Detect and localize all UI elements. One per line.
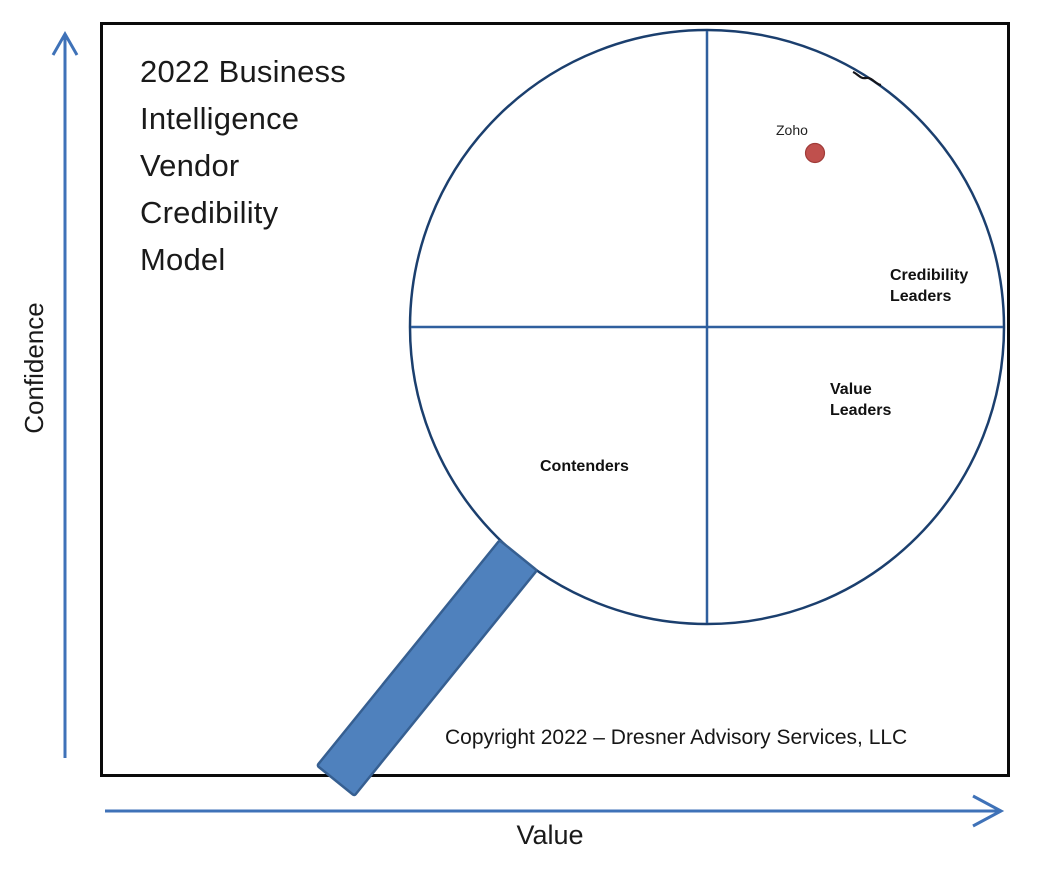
copyright-text: Copyright 2022 – Dresner Advisory Servic… <box>445 726 908 749</box>
vendor-label-zoho: Zoho <box>776 122 808 138</box>
y-axis-arrow <box>51 30 79 758</box>
x-axis-arrow <box>105 794 1005 828</box>
quadrant-label-contenders: Contenders <box>540 458 629 475</box>
plot-border <box>100 22 1010 777</box>
quadrant-label-value-leaders: Value Leaders <box>830 381 892 419</box>
clipped-vendor-marker <box>852 70 882 87</box>
quadrant-label-credibility-leaders: Credibility Leaders <box>890 267 969 305</box>
x-axis-label: Value <box>516 820 584 850</box>
chart-title: 2022 Business Intelligence Vendor Credib… <box>140 54 346 277</box>
magnifier-handle <box>316 539 538 797</box>
zoho-data-point <box>804 142 826 164</box>
y-axis-label: Confidence <box>19 302 49 434</box>
